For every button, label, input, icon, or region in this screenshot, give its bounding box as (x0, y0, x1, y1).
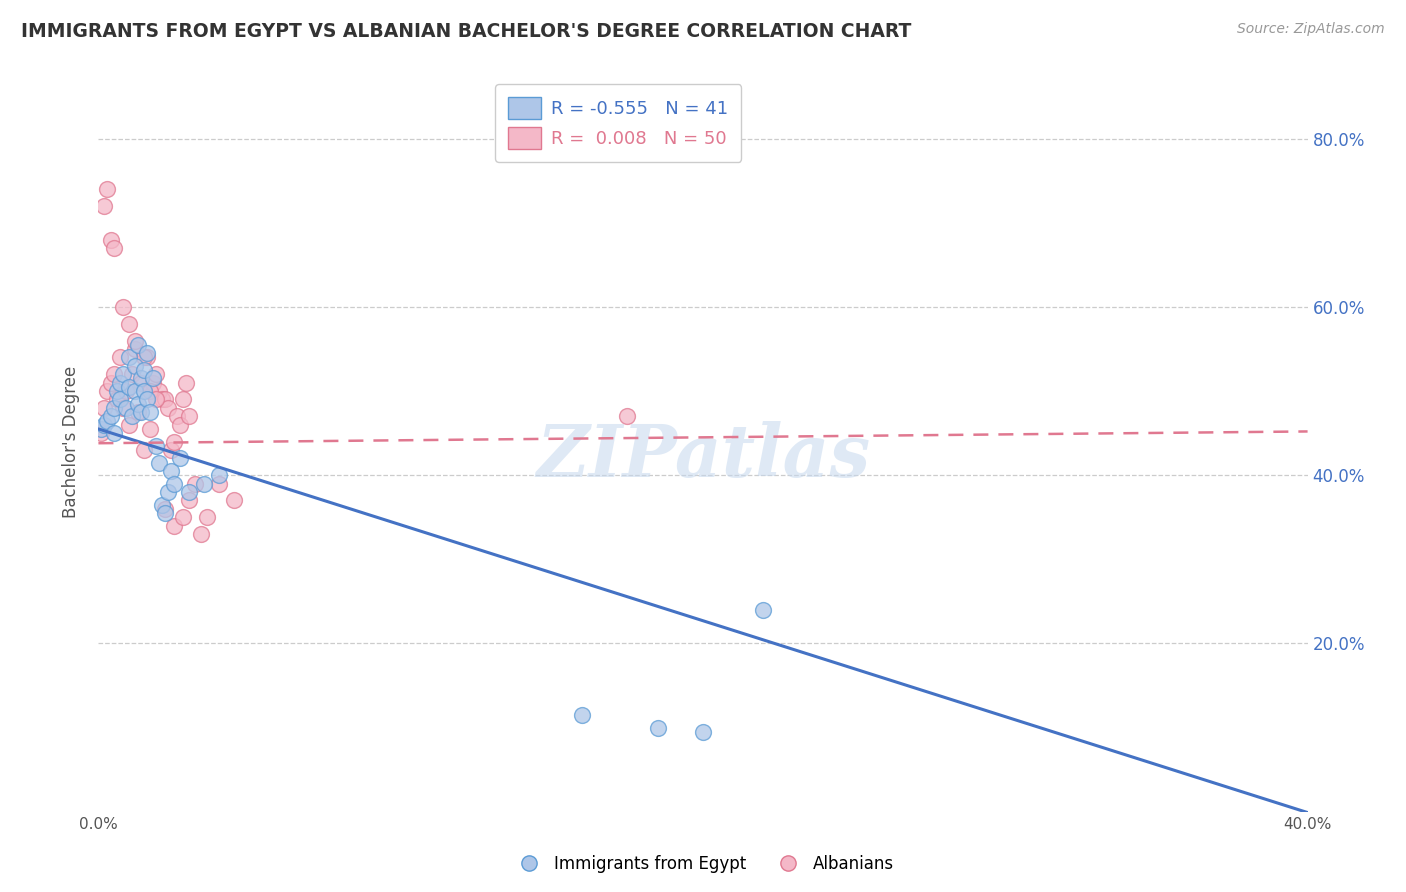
Point (135, 392, 157, 407)
Point (190, 527, 212, 541)
Point (93, 199, 115, 213)
Point (160, 442, 183, 457)
Point (647, 721, 669, 735)
Point (118, 317, 141, 331)
Point (100, 233, 122, 247)
Point (129, 405, 152, 419)
Point (148, 456, 170, 470)
Point (103, 241, 125, 255)
Point (93, 401, 115, 415)
Point (93, 417, 115, 432)
Point (184, 476, 207, 491)
Point (179, 493, 201, 508)
Point (127, 338, 149, 352)
Y-axis label: Bachelor's Degree: Bachelor's Degree (62, 366, 80, 517)
Point (163, 476, 186, 491)
Point (108, 351, 131, 365)
Point (692, 724, 714, 739)
Point (150, 498, 173, 512)
Point (90, 422, 112, 436)
Point (100, 409, 122, 424)
Point (111, 368, 134, 382)
Point (108, 392, 131, 407)
Point (100, 376, 122, 390)
Point (132, 442, 155, 457)
Text: Source: ZipAtlas.com: Source: ZipAtlas.com (1237, 22, 1385, 37)
Point (193, 476, 215, 491)
Point (114, 401, 136, 415)
Point (118, 380, 141, 394)
Point (132, 351, 155, 365)
Point (96, 384, 118, 398)
Point (124, 359, 146, 373)
Point (118, 417, 141, 432)
Point (172, 392, 194, 407)
Point (179, 485, 201, 500)
Point (163, 434, 186, 449)
Point (108, 376, 131, 390)
Point (129, 371, 152, 385)
Point (127, 397, 149, 411)
Point (179, 409, 201, 424)
Text: ZIPatlas: ZIPatlas (536, 421, 870, 491)
Point (139, 422, 162, 436)
Point (105, 392, 128, 407)
Point (105, 384, 128, 398)
Text: IMMIGRANTS FROM EGYPT VS ALBANIAN BACHELOR'S DEGREE CORRELATION CHART: IMMIGRANTS FROM EGYPT VS ALBANIAN BACHEL… (21, 22, 911, 41)
Point (124, 384, 146, 398)
Point (142, 376, 165, 390)
Point (114, 384, 136, 398)
Point (132, 384, 155, 398)
Point (160, 464, 183, 478)
Point (174, 376, 197, 390)
Point (153, 392, 176, 407)
Point (156, 401, 179, 415)
Point (103, 401, 125, 415)
Point (111, 300, 134, 314)
Point (195, 510, 218, 524)
Point (103, 368, 125, 382)
Point (142, 371, 165, 385)
Point (135, 346, 157, 360)
Point (153, 506, 176, 520)
Point (132, 363, 155, 377)
Legend: R = -0.555   N = 41, R =  0.008   N = 50: R = -0.555 N = 41, R = 0.008 N = 50 (495, 84, 741, 161)
Point (616, 409, 638, 424)
Point (96, 182, 118, 196)
Point (172, 510, 194, 524)
Point (224, 493, 246, 508)
Point (169, 417, 191, 432)
Point (129, 376, 152, 390)
Point (127, 405, 149, 419)
Point (169, 451, 191, 466)
Point (103, 426, 125, 441)
Point (145, 439, 167, 453)
Legend: Immigrants from Egypt, Albanians: Immigrants from Egypt, Albanians (506, 848, 900, 880)
Point (571, 708, 593, 723)
Point (139, 384, 162, 398)
Point (124, 334, 146, 348)
Point (166, 409, 188, 424)
Point (156, 485, 179, 500)
Point (139, 405, 162, 419)
Point (150, 392, 173, 407)
Point (208, 476, 231, 491)
Point (96, 413, 118, 427)
Point (124, 342, 146, 356)
Point (208, 468, 231, 483)
Point (145, 392, 167, 407)
Point (145, 368, 167, 382)
Point (121, 409, 143, 424)
Point (153, 501, 176, 516)
Point (118, 351, 141, 365)
Point (752, 603, 775, 617)
Point (90, 426, 112, 441)
Point (111, 401, 134, 415)
Point (148, 384, 170, 398)
Point (121, 368, 143, 382)
Point (135, 351, 157, 365)
Point (163, 518, 186, 533)
